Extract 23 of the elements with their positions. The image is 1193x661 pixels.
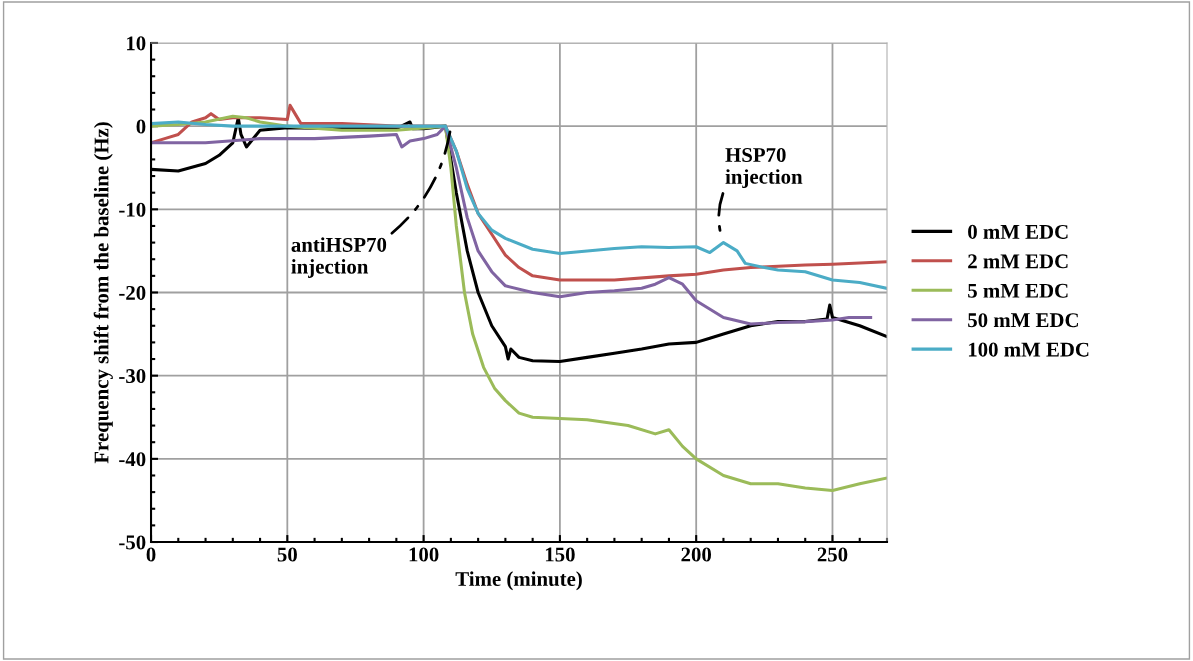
y-tick-label: 10 <box>127 36 146 51</box>
x-tick-label: 250 <box>817 547 848 562</box>
y-tick-label: 0 <box>136 119 146 134</box>
annotation: HSP70 injection <box>725 147 803 189</box>
legend-label: 5 mM EDC <box>968 283 1068 298</box>
legend-label: 50 mM EDC <box>968 313 1078 328</box>
y-tick-label: -50 <box>119 535 146 550</box>
legend-label: 2 mM EDC <box>968 254 1068 269</box>
y-tick-label: -30 <box>119 369 146 384</box>
legend-label: 100 mM EDC <box>968 342 1089 357</box>
x-tick-label: 150 <box>545 547 575 562</box>
y-tick-label: -10 <box>119 202 146 217</box>
annotation: antiHSP70 injection <box>291 237 387 278</box>
y-tick-label: -20 <box>119 285 146 300</box>
x-tick-label: 100 <box>409 547 439 562</box>
x-tick-label: 0 <box>146 547 156 562</box>
y-tick-label: -40 <box>119 452 146 467</box>
x-axis-title: Time (minute) <box>455 571 582 591</box>
line-series <box>151 114 887 492</box>
y-axis-title: Frequency shift from the baseline (Hz) <box>93 122 113 464</box>
legend-label: 0 mM EDC <box>968 224 1068 239</box>
x-tick-label: 200 <box>681 547 712 562</box>
x-tick-label: 50 <box>277 547 297 562</box>
